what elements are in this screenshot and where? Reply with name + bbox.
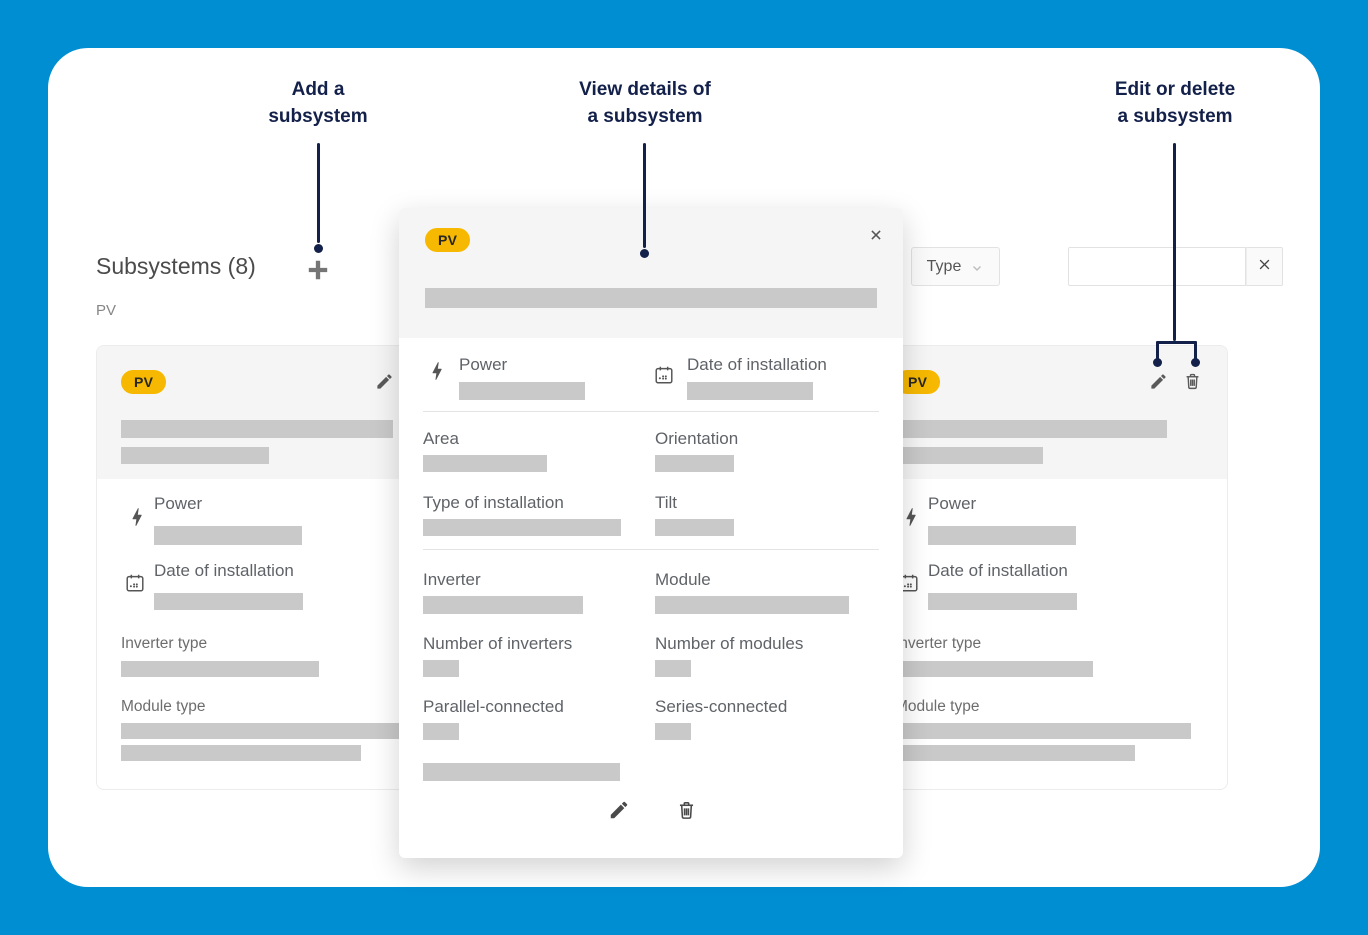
delete-trash-icon[interactable]	[1183, 372, 1202, 391]
modal-label-parallel-connected: Parallel-connected	[423, 697, 564, 716]
type-of-installation-placeholder	[423, 519, 621, 536]
edit-pencil-icon[interactable]	[1149, 372, 1168, 391]
modal-divider	[423, 549, 879, 550]
annotation-view-details: View details of a subsystem	[579, 79, 711, 127]
annotation-edit-pointer-line	[1173, 143, 1176, 341]
lightning-bolt-icon	[126, 506, 148, 533]
module-type-placeholder2	[121, 745, 361, 761]
plus-icon	[305, 260, 331, 287]
subsystem-card[interactable]: PV Power Date of installation Inverter t…	[96, 345, 454, 790]
field-label-power: Power	[928, 494, 977, 513]
type-filter-label: Type	[926, 257, 962, 275]
number-of-modules-placeholder	[655, 660, 691, 677]
card-title-placeholder	[121, 420, 393, 438]
delete-trash-icon[interactable]	[676, 800, 697, 826]
module-type-placeholder	[895, 723, 1191, 739]
modal-label-tilt: Tilt	[655, 493, 678, 512]
annotation-fork-left	[1156, 341, 1159, 362]
tilt-value-placeholder	[655, 519, 734, 536]
annotation-add-pointer-dot	[314, 244, 323, 253]
annotation-view-pointer-dot	[640, 249, 649, 258]
modal-label-area: Area	[423, 429, 459, 448]
modal-label-orientation: Orientation	[655, 429, 739, 448]
chevron-down-icon	[970, 261, 984, 275]
series-connected-placeholder	[655, 723, 691, 740]
modal-label-power: Power	[459, 355, 508, 374]
search-clear-button[interactable]	[1246, 247, 1283, 286]
modal-header	[399, 208, 903, 338]
annotation-fork-right	[1194, 341, 1197, 362]
modal-label-number-of-modules: Number of modules	[655, 634, 804, 653]
inverter-type-placeholder	[895, 661, 1093, 677]
inverter-value-placeholder	[423, 596, 583, 614]
number-of-inverters-placeholder	[423, 660, 459, 677]
search-input[interactable]	[1068, 247, 1246, 286]
field-label-date: Date of installation	[154, 561, 294, 580]
field-label-inverter-type: Inverter type	[121, 635, 208, 652]
close-icon[interactable]	[869, 228, 883, 242]
modal-extra-placeholder	[423, 763, 620, 781]
field-label-module-type: Module type	[895, 698, 980, 715]
card-title-placeholder	[895, 420, 1167, 438]
module-value-placeholder	[655, 596, 849, 614]
power-value-placeholder	[459, 382, 585, 400]
modal-label-module: Module	[655, 570, 711, 589]
section-label-pv: PV	[96, 302, 117, 319]
edit-pencil-icon[interactable]	[375, 372, 394, 391]
annotation-edit-delete: Edit or delete a subsystem	[1114, 79, 1236, 127]
add-subsystem-button[interactable]	[305, 257, 331, 283]
lightning-bolt-icon	[900, 506, 922, 533]
page-title: Subsystems (8)	[96, 253, 256, 279]
search-group	[1068, 247, 1283, 286]
date-value-placeholder	[154, 593, 303, 610]
edit-pencil-icon[interactable]	[608, 799, 630, 826]
modal-label-type-of-installation: Type of installation	[423, 493, 564, 512]
card-subtitle-placeholder	[121, 447, 269, 464]
modal-title-placeholder	[425, 288, 877, 308]
annotation-fork-bar	[1156, 341, 1197, 344]
modal-divider	[423, 411, 879, 412]
orientation-value-placeholder	[655, 455, 734, 472]
module-type-placeholder	[121, 723, 417, 739]
modal-label-date: Date of installation	[687, 355, 827, 374]
calendar-icon	[653, 364, 675, 391]
annotation-view-pointer-line	[643, 143, 646, 248]
date-value-placeholder	[687, 382, 813, 400]
module-type-placeholder2	[895, 745, 1135, 761]
parallel-connected-placeholder	[423, 723, 459, 740]
inverter-type-placeholder	[121, 661, 319, 677]
date-value-placeholder	[928, 593, 1077, 610]
annotation-add-pointer-line	[317, 143, 320, 243]
pv-type-badge: PV	[425, 228, 471, 252]
field-label-power: Power	[154, 494, 203, 513]
field-label-module-type: Module type	[121, 698, 206, 715]
annotation-add-subsystem: Add a subsystem	[268, 79, 368, 127]
type-filter-dropdown[interactable]: Type	[911, 247, 1000, 286]
modal-label-inverter: Inverter	[423, 570, 481, 589]
area-value-placeholder	[423, 455, 547, 472]
field-label-inverter-type: Inverter type	[895, 635, 982, 652]
power-value-placeholder	[154, 526, 302, 545]
annotation-edit-pointer-dot	[1153, 358, 1162, 367]
modal-label-series-connected: Series-connected	[655, 697, 788, 716]
x-cross-icon	[1257, 257, 1272, 277]
pv-type-badge: PV	[121, 370, 167, 394]
power-value-placeholder	[928, 526, 1076, 545]
annotation-delete-pointer-dot	[1191, 358, 1200, 367]
field-label-date: Date of installation	[928, 561, 1068, 580]
subsystem-card[interactable]: PV Power Date of installation Inverter t…	[870, 345, 1228, 790]
lightning-bolt-icon	[426, 360, 448, 387]
calendar-icon	[124, 572, 146, 599]
card-subtitle-placeholder	[895, 447, 1043, 464]
modal-label-number-of-inverters: Number of inverters	[423, 634, 573, 653]
subsystem-details-modal: PV Power Date of installation Area Orien…	[399, 208, 903, 858]
